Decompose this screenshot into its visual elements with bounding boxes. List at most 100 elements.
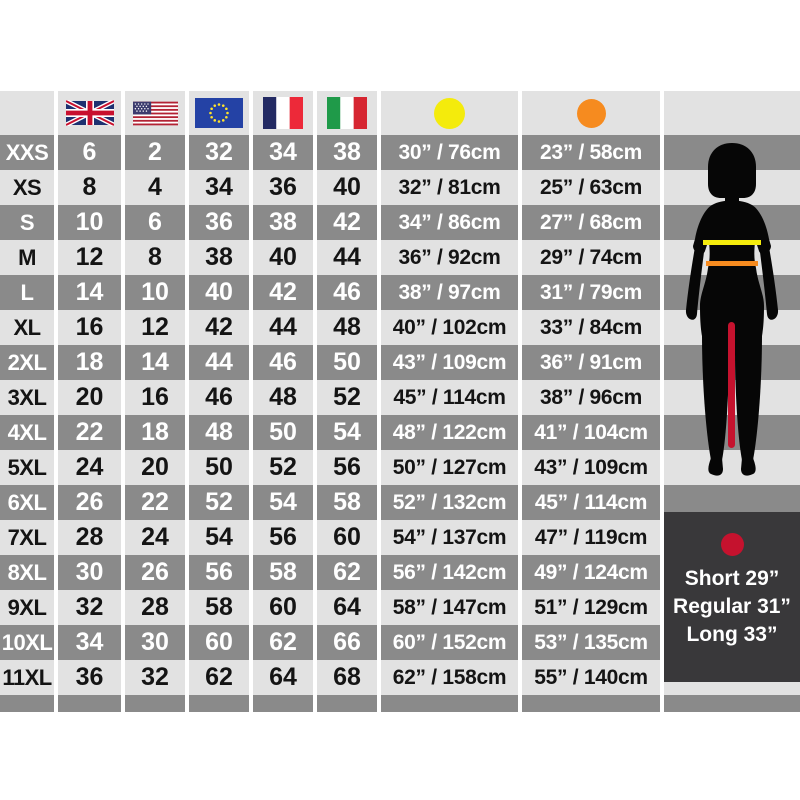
cell-us: 30 xyxy=(125,625,185,660)
cell-chest: 43” / 109cm xyxy=(381,345,518,380)
size-label: M xyxy=(0,240,54,275)
cell-us: 14 xyxy=(125,345,185,380)
cell-waist: 47” / 119cm xyxy=(522,520,660,555)
cell-fr: 54 xyxy=(253,485,313,520)
cell-it: 56 xyxy=(317,450,377,485)
cell-us: 16 xyxy=(125,380,185,415)
figure-panel: Short 29” Regular 31” Long 33” xyxy=(664,91,800,712)
cell-us: 24 xyxy=(125,520,185,555)
cell-chest: 54” / 137cm xyxy=(381,520,518,555)
cell-waist: 45” / 114cm xyxy=(522,485,660,520)
bottom-strip xyxy=(253,695,313,712)
size-label: XXS xyxy=(0,135,54,170)
cell-uk: 34 xyxy=(58,625,121,660)
cell-fr: 40 xyxy=(253,240,313,275)
cell-uk: 36 xyxy=(58,660,121,695)
cell-uk: 20 xyxy=(58,380,121,415)
bottom-strip xyxy=(381,695,518,712)
cell-uk: 22 xyxy=(58,415,121,450)
france-flag-icon xyxy=(253,91,313,135)
panel-stripe xyxy=(664,450,800,485)
cell-eu: 32 xyxy=(189,135,249,170)
cell-uk: 6 xyxy=(58,135,121,170)
cell-fr: 56 xyxy=(253,520,313,555)
waist-line xyxy=(706,261,758,266)
legend-short: Short 29” xyxy=(684,567,780,590)
cell-eu: 50 xyxy=(189,450,249,485)
bottom-strip xyxy=(125,695,185,712)
cell-eu: 60 xyxy=(189,625,249,660)
cell-us: 4 xyxy=(125,170,185,205)
cell-it: 66 xyxy=(317,625,377,660)
cell-fr: 64 xyxy=(253,660,313,695)
cell-us: 28 xyxy=(125,590,185,625)
cell-waist: 29” / 74cm xyxy=(522,240,660,275)
bottom-strip xyxy=(58,695,121,712)
size-label: 4XL xyxy=(0,415,54,450)
cell-it: 68 xyxy=(317,660,377,695)
size-label: 5XL xyxy=(0,450,54,485)
cell-us: 12 xyxy=(125,310,185,345)
cell-uk: 14 xyxy=(58,275,121,310)
cell-uk: 18 xyxy=(58,345,121,380)
cell-eu: 42 xyxy=(189,310,249,345)
cell-waist: 51” / 129cm xyxy=(522,590,660,625)
italy-flag-icon xyxy=(317,91,377,135)
size-label: 7XL xyxy=(0,520,54,555)
cell-waist: 55” / 140cm xyxy=(522,660,660,695)
cell-eu: 54 xyxy=(189,520,249,555)
cell-it: 40 xyxy=(317,170,377,205)
size-label: 9XL xyxy=(0,590,54,625)
size-label: 10XL xyxy=(0,625,54,660)
cell-chest: 50” / 127cm xyxy=(381,450,518,485)
cell-fr: 42 xyxy=(253,275,313,310)
cell-waist: 49” / 124cm xyxy=(522,555,660,590)
size-label: 11XL xyxy=(0,660,54,695)
cell-fr: 60 xyxy=(253,590,313,625)
cell-fr: 34 xyxy=(253,135,313,170)
size-label: 2XL xyxy=(0,345,54,380)
cell-us: 6 xyxy=(125,205,185,240)
cell-fr: 48 xyxy=(253,380,313,415)
bottom-strip xyxy=(317,695,377,712)
size-label: S xyxy=(0,205,54,240)
cell-chest: 38” / 97cm xyxy=(381,275,518,310)
cell-it: 62 xyxy=(317,555,377,590)
cell-fr: 62 xyxy=(253,625,313,660)
cell-chest: 32” / 81cm xyxy=(381,170,518,205)
cell-it: 54 xyxy=(317,415,377,450)
cell-fr: 58 xyxy=(253,555,313,590)
cell-fr: 38 xyxy=(253,205,313,240)
cell-chest: 48” / 122cm xyxy=(381,415,518,450)
cell-chest: 30” / 76cm xyxy=(381,135,518,170)
cell-eu: 48 xyxy=(189,415,249,450)
corner-cell xyxy=(0,91,54,135)
cell-waist: 53” / 135cm xyxy=(522,625,660,660)
panel-header xyxy=(664,91,800,135)
cell-uk: 32 xyxy=(58,590,121,625)
us-flag-icon xyxy=(125,91,185,135)
cell-waist: 25” / 63cm xyxy=(522,170,660,205)
cell-fr: 50 xyxy=(253,415,313,450)
cell-eu: 34 xyxy=(189,170,249,205)
size-chart: XXS 6 2 32 34 38 30” / 76cm 23” / 58cm XS 8 4 34 36 4… xyxy=(0,91,800,712)
cell-chest: 40” / 102cm xyxy=(381,310,518,345)
cell-eu: 40 xyxy=(189,275,249,310)
legend-long: Long 33” xyxy=(686,623,778,646)
cell-eu: 36 xyxy=(189,205,249,240)
cell-chest: 60” / 152cm xyxy=(381,625,518,660)
size-label: 6XL xyxy=(0,485,54,520)
bottom-strip xyxy=(0,695,54,712)
cell-us: 22 xyxy=(125,485,185,520)
cell-fr: 52 xyxy=(253,450,313,485)
uk-flag-icon xyxy=(58,91,121,135)
size-label: 8XL xyxy=(0,555,54,590)
cell-us: 26 xyxy=(125,555,185,590)
chest-marker-icon xyxy=(381,91,518,135)
cell-waist: 41” / 104cm xyxy=(522,415,660,450)
size-label: XS xyxy=(0,170,54,205)
chest-line xyxy=(703,240,761,245)
cell-it: 52 xyxy=(317,380,377,415)
inseam-marker-icon xyxy=(720,533,744,556)
cell-fr: 46 xyxy=(253,345,313,380)
